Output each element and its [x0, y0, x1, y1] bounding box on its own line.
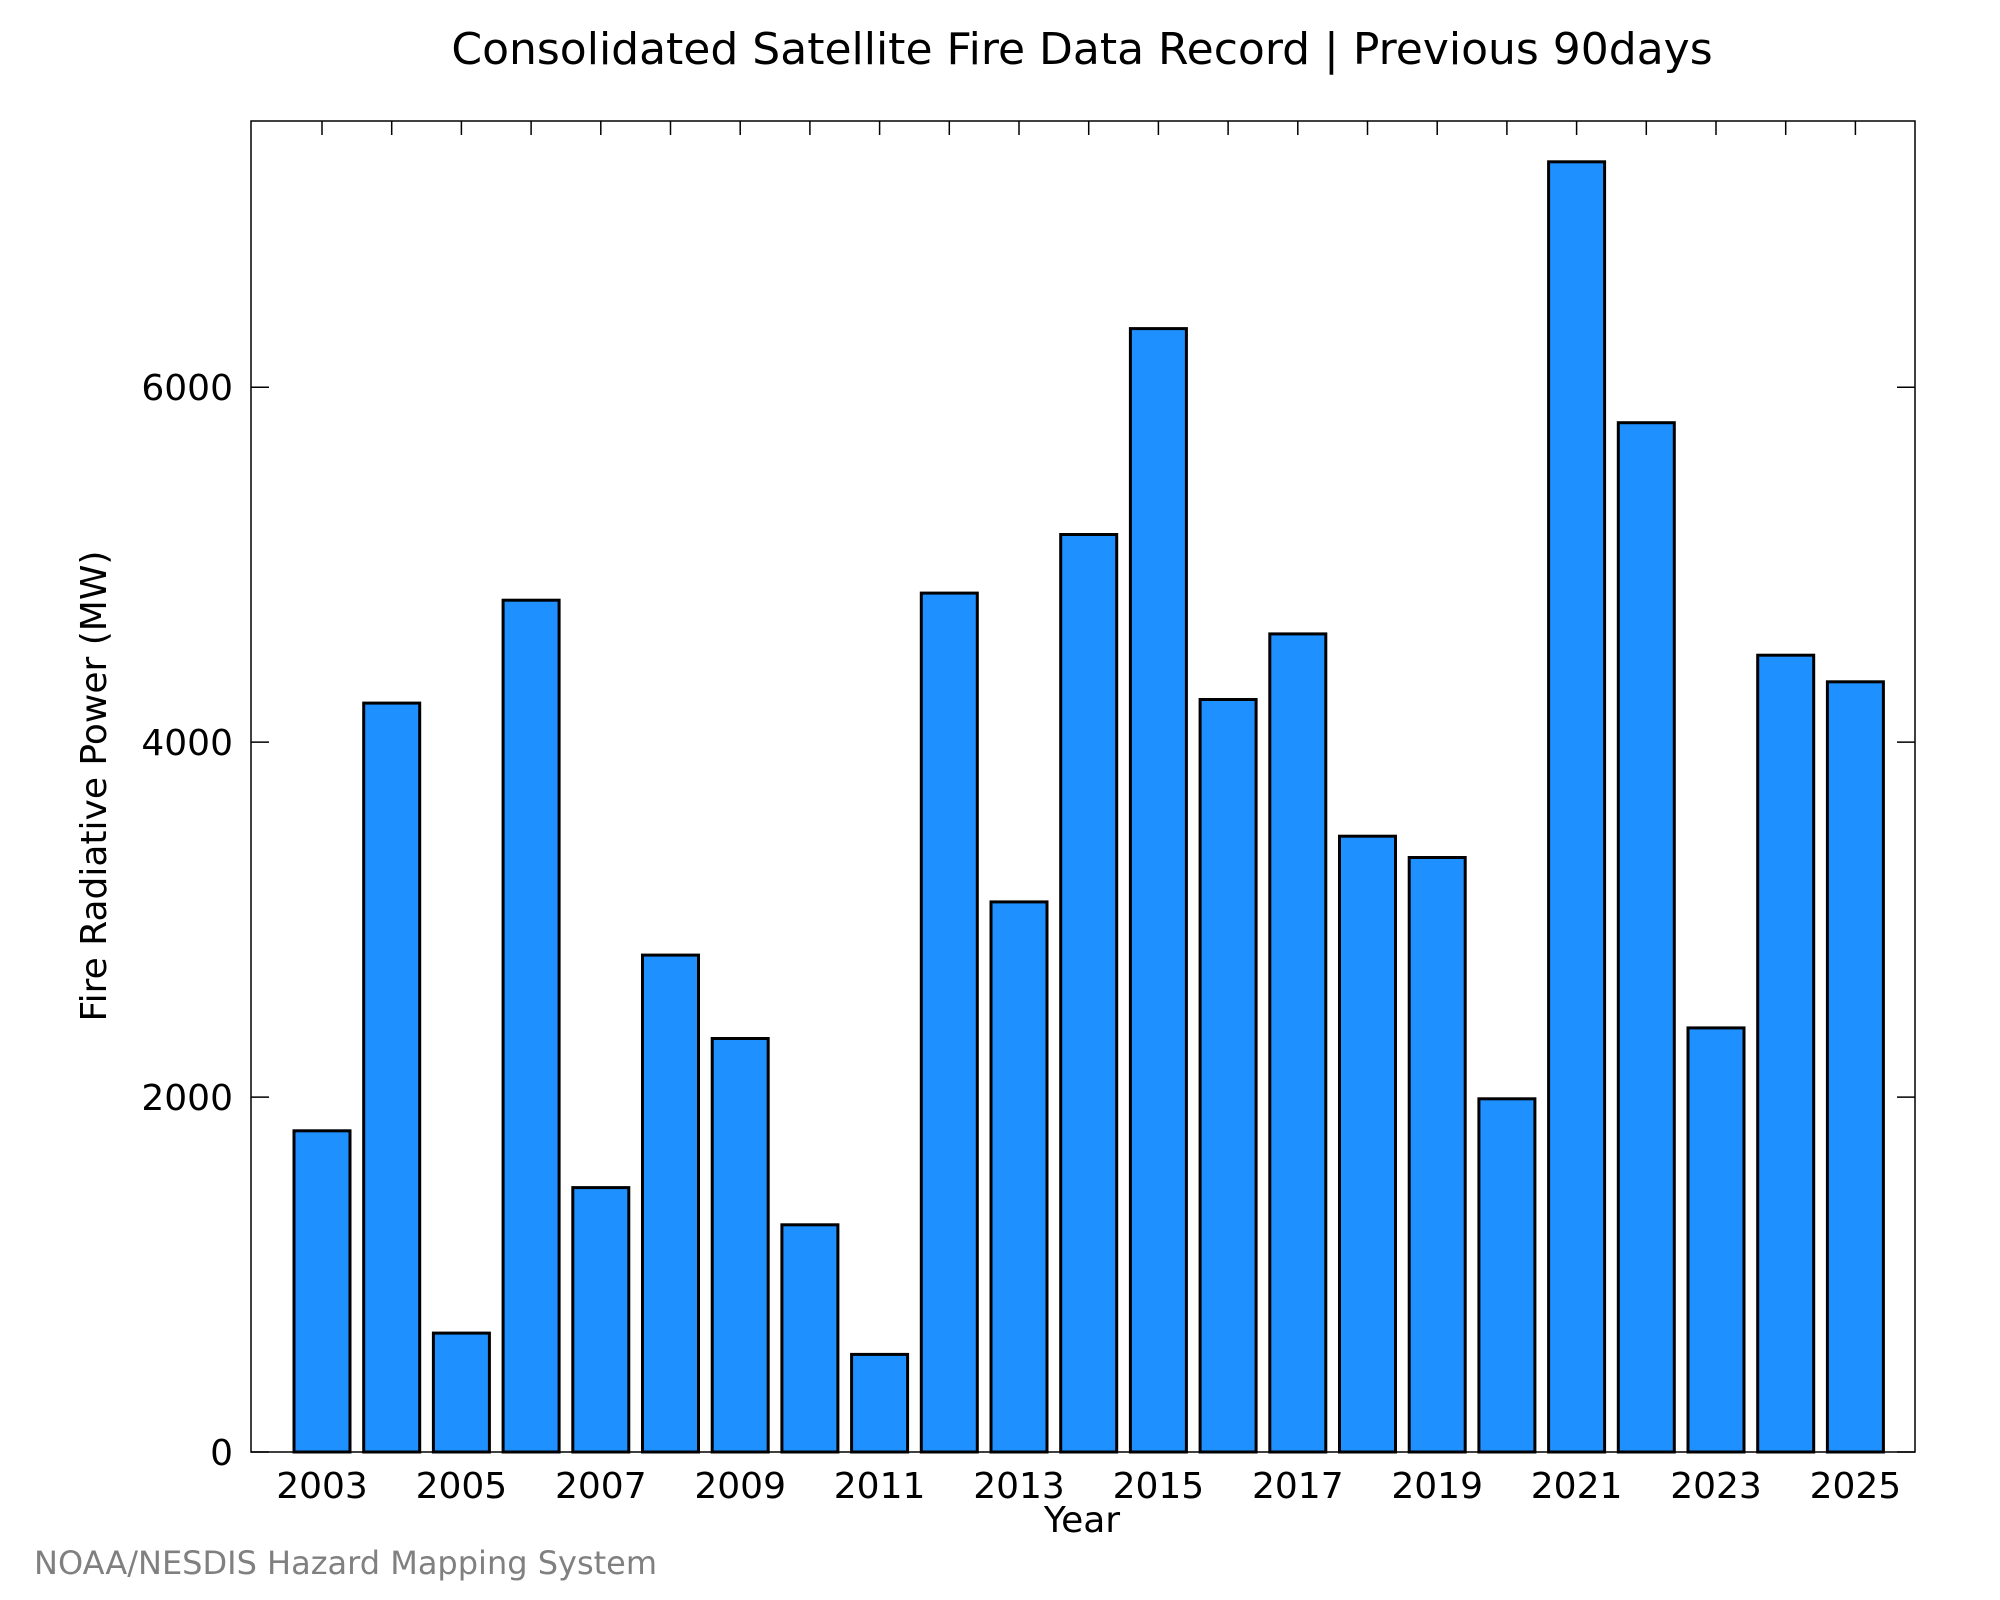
source-credit: NOAA/NESDIS Hazard Mapping System: [34, 1544, 657, 1582]
bar-2021: [1547, 160, 1607, 1454]
bar-2010: [780, 1223, 840, 1454]
bar-2007: [571, 1186, 631, 1454]
y-tick-label: 0: [210, 1433, 233, 1474]
bar-2019: [1407, 856, 1467, 1454]
bar-2012: [919, 591, 979, 1454]
x-tick-label: 2023: [1670, 1466, 1762, 1507]
x-axis: 2003 2005 2007 2009 2011 2013 2015 2017 2019 2021…: [276, 121, 1901, 1507]
bar-2016: [1198, 698, 1258, 1454]
bar-2022: [1616, 421, 1676, 1454]
x-tick-label: 2003: [276, 1466, 368, 1507]
x-tick-label: 2025: [1810, 1466, 1902, 1507]
bar-2015: [1128, 327, 1188, 1454]
x-tick-label: 2021: [1531, 1466, 1623, 1507]
bar-2023: [1686, 1026, 1746, 1454]
x-tick-label: 2005: [416, 1466, 508, 1507]
x-tick-label: 2009: [694, 1466, 786, 1507]
bar-2006: [501, 598, 561, 1454]
bar-2005: [431, 1331, 491, 1454]
x-tick-label: 2017: [1252, 1466, 1344, 1507]
bar-series: [292, 160, 1885, 1454]
bar-2013: [989, 900, 1049, 1454]
x-tick-label: 2007: [555, 1466, 647, 1507]
x-tick-label: 2011: [834, 1466, 926, 1507]
x-tick-label: 2013: [973, 1466, 1065, 1507]
bar-2017: [1268, 632, 1328, 1454]
bar-2009: [710, 1037, 770, 1454]
bar-2003: [292, 1129, 352, 1454]
x-tick-label: 2015: [1113, 1466, 1205, 1507]
bar-2008: [641, 953, 700, 1454]
bar-2025: [1825, 680, 1885, 1454]
y-tick-label: 2000: [141, 1078, 233, 1119]
chart-title: Consolidated Satellite Fire Data Record …: [451, 24, 1712, 75]
y-axis: 0 2000 4000 6000: [141, 368, 1915, 1474]
x-tick-label: 2019: [1391, 1466, 1483, 1507]
bar-2020: [1477, 1097, 1537, 1454]
bar-2011: [850, 1352, 910, 1454]
x-axis-label: Year: [1043, 1500, 1120, 1541]
bar-2014: [1059, 533, 1119, 1454]
bar-2004: [362, 701, 422, 1454]
y-tick-label: 4000: [141, 723, 233, 764]
bar-2018: [1338, 834, 1397, 1454]
bar-2024: [1756, 653, 1816, 1454]
y-tick-label: 6000: [141, 368, 233, 409]
y-axis-label: Fire Radiative Power (MW): [74, 551, 115, 1022]
